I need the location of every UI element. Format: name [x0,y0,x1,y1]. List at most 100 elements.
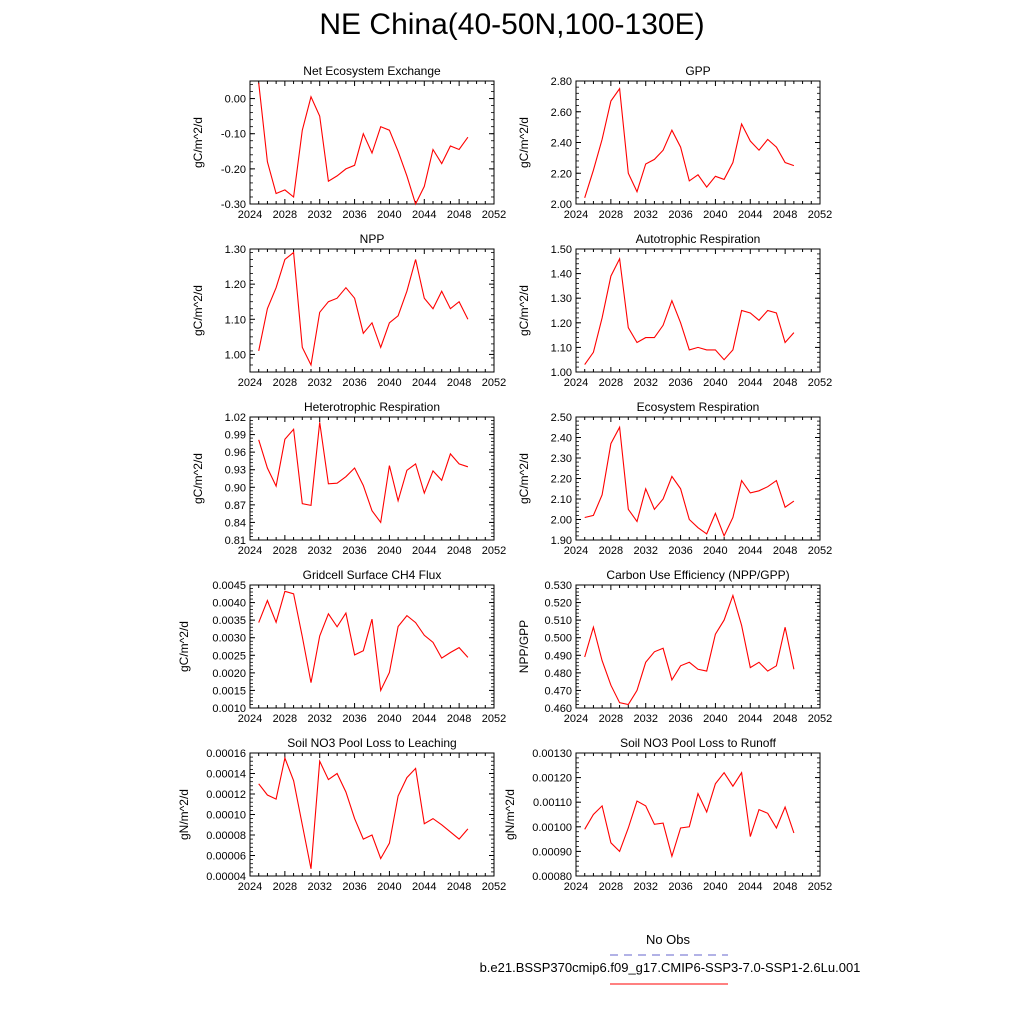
x-tick-label: 2028 [273,881,297,893]
x-tick-label: 2036 [668,209,692,221]
panel-title: Net Ecosystem Exchange [303,64,441,78]
x-tick-label: 2052 [808,881,832,893]
x-tick-label: 2028 [273,377,297,389]
x-tick-label: 2024 [238,545,262,557]
y-tick-label: 2.00 [551,199,572,211]
y-tick-label: 1.20 [225,279,246,291]
y-axis-label: NPP/GPP [517,620,531,673]
x-tick-label: 2024 [238,209,262,221]
y-tick-label: 0.00008 [206,830,246,842]
y-tick-label: 0.500 [544,633,572,645]
x-tick-label: 2032 [633,545,657,557]
series-line [258,251,469,367]
chart-panel: 2024 2028 2032 2036 2040 2044 2048 2052 0.00130 0… [503,736,832,893]
y-tick-label: 0.90 [225,482,246,494]
x-tick-label: 2036 [668,377,692,389]
x-tick-label: 2028 [273,545,297,557]
y-tick-label: 0.0010 [212,703,246,715]
x-tick-label: 2048 [447,713,471,725]
y-tick-label: 0.84 [225,517,246,529]
y-tick-label: 2.40 [551,138,572,150]
x-tick-label: 2052 [482,881,506,893]
series-line [584,256,795,365]
y-tick-label: 0.480 [544,668,572,680]
x-tick-label: 2052 [482,377,506,389]
x-tick-label: 2036 [342,545,366,557]
x-tick-label: 2032 [307,713,331,725]
y-axis-label: gC/m^2/d [517,453,531,504]
plot-frame [575,752,821,877]
x-tick-label: 2044 [412,545,436,557]
y-axis-label: gC/m^2/d [191,285,205,336]
x-tick-label: 2024 [564,713,588,725]
x-tick-label: 2048 [773,209,797,221]
y-tick-label: 0.0035 [212,615,246,627]
x-tick-label: 2048 [447,881,471,893]
plot-frame [249,584,495,709]
x-tick-label: 2040 [703,881,727,893]
chart-panel: 2024 2028 2032 2036 2040 2044 2048 2052 2.80 2.60… [517,64,832,221]
x-tick-label: 2028 [599,545,623,557]
y-tick-label: 0.510 [544,615,572,627]
y-tick-label: 0.00110 [533,797,572,809]
x-tick-label: 2048 [773,881,797,893]
series-line [584,425,795,538]
legend-run-label: b.e21.BSSP370cmip6.f09_g17.CMIP6-SSP3-7.… [479,960,861,975]
x-tick-label: 2036 [668,713,692,725]
y-tick-label: 0.0040 [212,598,246,610]
y-axis-label: gC/m^2/d [191,453,205,504]
x-tick-label: 2040 [377,377,401,389]
y-axis-label: gC/m^2/d [517,117,531,168]
x-tick-label: 2036 [342,377,366,389]
y-tick-label: 1.50 [551,244,572,256]
x-tick-label: 2036 [668,545,692,557]
plot-frame [249,80,495,205]
x-tick-label: 2052 [808,545,832,557]
x-tick-label: 2048 [773,377,797,389]
x-tick-label: 2052 [808,713,832,725]
y-tick-label: -0.10 [221,129,246,141]
panel-title: Heterotrophic Respiration [304,400,440,414]
y-axis-label: gN/m^2/d [177,789,191,840]
series-line [584,87,795,198]
x-tick-label: 2048 [447,377,471,389]
x-tick-label: 2040 [377,209,401,221]
y-tick-label: 0.87 [225,500,246,512]
panel-title: NPP [360,232,385,246]
y-tick-label: 2.60 [551,107,572,119]
x-tick-label: 2048 [773,713,797,725]
y-tick-label: 0.520 [544,598,572,610]
x-tick-label: 2036 [342,209,366,221]
y-tick-label: 0.00004 [206,871,246,883]
y-tick-label: 0.00014 [206,769,246,781]
y-tick-label: -0.30 [221,199,246,211]
series-line [258,590,469,693]
y-tick-label: 2.80 [551,76,572,88]
y-axis-label: gC/m^2/d [517,285,531,336]
y-tick-label: 0.0030 [212,633,246,645]
x-tick-label: 2024 [238,881,262,893]
y-tick-label: 1.30 [551,293,572,305]
panel-title: Carbon Use Efficiency (NPP/GPP) [606,568,789,582]
x-tick-label: 2052 [482,209,506,221]
x-tick-label: 2048 [773,545,797,557]
x-tick-label: 2024 [238,713,262,725]
chart-panel: 2024 2028 2032 2036 2040 2044 2048 2052 0.00016 0… [177,736,506,893]
y-tick-label: 0.470 [544,685,572,697]
series-line [258,422,469,524]
x-tick-label: 2032 [633,209,657,221]
x-tick-label: 2044 [412,881,436,893]
x-tick-label: 2048 [447,209,471,221]
series-line [584,593,795,706]
y-tick-label: 0.00130 [532,748,572,760]
x-tick-label: 2024 [564,209,588,221]
x-tick-label: 2028 [599,881,623,893]
x-tick-label: 2036 [668,881,692,893]
y-tick-label: 1.10 [551,342,572,354]
y-tick-label: 1.02 [225,412,246,424]
y-tick-label: 0.00010 [206,810,246,822]
x-tick-label: 2040 [703,713,727,725]
chart-panel: 2024 2028 2032 2036 2040 2044 2048 2052 1.02 0.99… [191,400,506,557]
x-tick-label: 2040 [703,377,727,389]
x-tick-label: 2048 [447,545,471,557]
